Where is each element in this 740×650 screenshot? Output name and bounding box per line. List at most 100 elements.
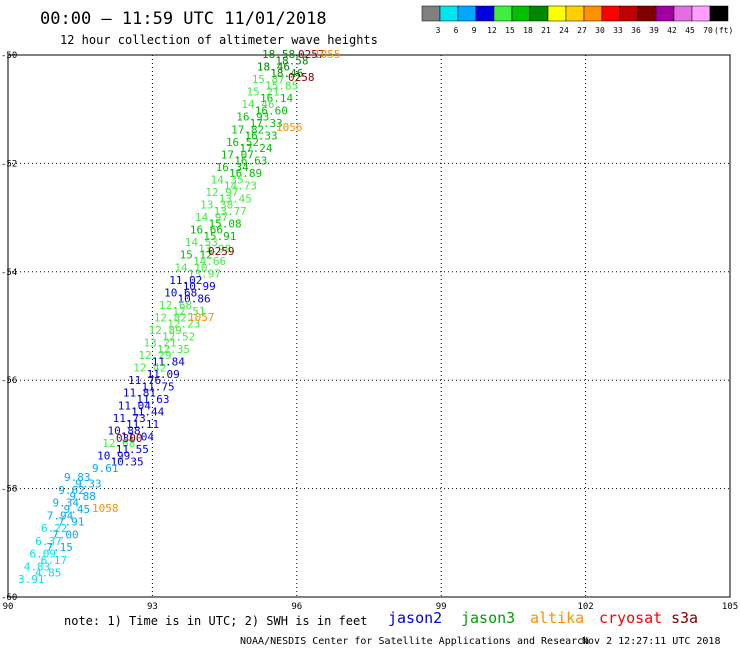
- swh-value: 13.97: [188, 268, 221, 281]
- swh-value: 9.83: [64, 471, 91, 484]
- legend-cryosat: cryosat: [599, 609, 662, 627]
- swh-value: 12.82: [154, 311, 187, 324]
- swh-value: 15.21: [247, 86, 280, 99]
- colorbar-label: 30: [595, 26, 605, 35]
- colorbar-swatch: [439, 5, 459, 22]
- swh-value: 11.04: [118, 399, 151, 412]
- swh-value: 11.09: [147, 368, 180, 381]
- swh-value: 16.52: [226, 136, 259, 149]
- swh-value: 16.60: [255, 104, 288, 117]
- swh-value: 16.66: [190, 224, 223, 237]
- colorbar-unit: (ft): [714, 26, 733, 35]
- swh-value: 14.73: [224, 180, 257, 193]
- colorbar-swatch: [637, 5, 657, 22]
- swh-value: 14.66: [193, 255, 226, 268]
- swh-value: 18.58: [275, 54, 308, 67]
- plot-grid: [8, 55, 730, 597]
- swh-value: 14.10: [174, 261, 207, 274]
- swh-value: 9.61: [92, 462, 119, 475]
- swh-value: 12.68: [159, 299, 192, 312]
- swh-value: 11.81: [123, 387, 156, 400]
- swh-value: 12.23: [167, 318, 200, 331]
- swh-value: 13.77: [214, 205, 247, 218]
- colorbar-swatch: [511, 5, 531, 22]
- swh-value: 10.99: [183, 280, 216, 293]
- swh-value: 9.45: [64, 503, 91, 516]
- swh-value: 11.11: [126, 418, 159, 431]
- y-tick-label: -60: [1, 593, 17, 603]
- colorbar-legend: 3 6 9 12 15 18 21 24 27 30 33 36 39 42 45 70: [421, 5, 729, 35]
- swh-value: 3.91: [18, 573, 45, 586]
- colorbar-swatch: [583, 5, 603, 22]
- swh-value: 11.63: [136, 393, 169, 406]
- colorbar-swatch: [547, 5, 567, 22]
- swh-value: 17.82: [231, 123, 264, 136]
- colorbar-swatch: [475, 5, 495, 22]
- footnote: note: 1) Time is in UTC; 2) SWH is in fe…: [64, 614, 367, 628]
- x-tick-label: 105: [722, 602, 738, 612]
- legend-altika: altika: [530, 609, 584, 627]
- swh-value: 12.42: [133, 362, 166, 375]
- swh-value: 15.12: [180, 249, 213, 262]
- pass-time-label: 1055: [314, 48, 341, 61]
- swh-value: 16.33: [245, 130, 278, 143]
- swh-value: 14.97: [195, 211, 228, 224]
- swh-value: 16.14: [260, 92, 293, 105]
- swh-value: 6.17: [41, 554, 68, 567]
- swh-value: 11.73: [113, 412, 146, 425]
- swh-value: 17.24: [239, 142, 272, 155]
- swh-value: 12.97: [205, 186, 238, 199]
- swh-value: 13.98: [198, 242, 231, 255]
- chart-subtitle: 12 hour collection of altimeter wave hei…: [60, 33, 378, 47]
- x-tick-label: 96: [291, 602, 302, 612]
- x-tick-label: 99: [436, 602, 447, 612]
- colorbar-swatch: [457, 5, 477, 22]
- pass-time-label: 1057: [188, 311, 215, 324]
- swh-value: 14.35: [210, 173, 243, 186]
- swh-value: 11.84: [152, 355, 185, 368]
- y-tick-label: -54: [1, 268, 17, 278]
- colorbar-label: 42: [667, 26, 677, 35]
- chart-title: 00:00 – 11:59 UTC 11/01/2018: [40, 9, 327, 29]
- colorbar-label: 6: [454, 26, 459, 35]
- colorbar-label: 18: [523, 26, 533, 35]
- swh-value: 7.94: [47, 509, 74, 522]
- legend-jason3: jason3: [461, 609, 515, 627]
- swh-value: 12.51: [172, 305, 205, 318]
- swh-value: 9.34: [53, 497, 80, 510]
- swh-value: 15.08: [208, 217, 241, 230]
- swh-value: 11.44: [131, 406, 164, 419]
- y-tick-labels: -50 -52 -54 -56 -58 -60: [1, 51, 17, 603]
- swh-value: 14.46: [241, 98, 274, 111]
- colorbar-swatch: [493, 5, 513, 22]
- swh-value: 12.35: [157, 343, 190, 356]
- swh-value: 10.86: [178, 293, 211, 306]
- colorbar-label: 70: [703, 26, 713, 35]
- swh-value: 11.75: [141, 380, 174, 393]
- colorbar-swatch: [601, 5, 621, 22]
- swh-value: 18.46: [270, 67, 303, 80]
- colorbar-label: 39: [649, 26, 659, 35]
- colorbar-swatch: [691, 5, 711, 22]
- swh-value: 11.55: [116, 443, 149, 456]
- swh-value: 17.07: [221, 148, 254, 161]
- swh-value: 16.63: [234, 155, 267, 168]
- legend-s3a: s3a: [671, 609, 698, 627]
- x-tick-labels: 90 93 96 99 102 105: [3, 602, 739, 612]
- footer-timestamp: Nov 2 12:27:11 UTC 2018: [582, 636, 720, 647]
- colorbar-swatch: [619, 5, 639, 22]
- swh-value: 6.37: [35, 535, 62, 548]
- swh-value: 15.91: [203, 230, 236, 243]
- swh-value: 10.35: [111, 456, 144, 469]
- plot-frame: [7, 54, 731, 598]
- swh-value: 4.83: [24, 560, 51, 573]
- colorbar-label: 24: [559, 26, 569, 35]
- swh-value: 17.33: [250, 117, 283, 130]
- colorbar-label: 12: [487, 26, 497, 35]
- colorbar-swatch: [655, 5, 675, 22]
- swh-value: 9.62: [58, 484, 85, 497]
- swh-value: 11.04: [121, 431, 154, 444]
- y-tick-label: -50: [1, 51, 17, 61]
- swh-value: 12.29: [138, 349, 171, 362]
